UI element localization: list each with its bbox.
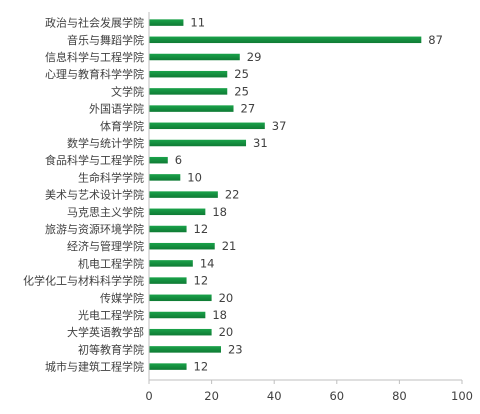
category-label: 生命科学学院 [78, 170, 144, 184]
data-label: 12 [194, 222, 209, 236]
bar [149, 208, 206, 216]
category-label: 信息科学与工程学院 [45, 50, 144, 64]
data-label: 11 [190, 16, 205, 30]
data-label: 14 [200, 256, 215, 270]
bar [149, 53, 240, 61]
data-label: 25 [234, 67, 249, 81]
bar [149, 277, 187, 284]
data-label: 12 [194, 360, 209, 374]
bar [149, 36, 422, 44]
category-label: 体育学院 [100, 119, 144, 133]
bar [149, 19, 184, 26]
category-label: 初等教育学院 [78, 342, 144, 356]
data-label: 18 [212, 308, 227, 322]
bar [149, 225, 187, 233]
data-label: 20 [219, 325, 234, 339]
data-label: 25 [234, 84, 249, 98]
bar [149, 70, 228, 78]
data-label: 37 [272, 119, 287, 133]
bar [149, 242, 215, 250]
bar [149, 363, 187, 370]
category-label: 数学与统计学院 [67, 136, 144, 150]
category-label: 美术与艺术设计学院 [45, 188, 144, 202]
x-tick-label: 0 [145, 389, 152, 403]
bar [149, 88, 228, 95]
data-label: 18 [212, 205, 227, 219]
data-label: 10 [187, 170, 202, 184]
bar [149, 139, 247, 147]
data-label: 22 [225, 188, 240, 202]
data-label: 23 [228, 342, 243, 356]
category-label: 马克思主义学院 [67, 205, 144, 219]
bar [149, 122, 265, 130]
bar [149, 294, 212, 302]
data-label: 87 [428, 33, 443, 47]
category-label: 经济与管理学院 [67, 239, 144, 253]
bar [149, 346, 221, 353]
x-tick-label: 20 [204, 389, 219, 403]
category-label: 传媒学院 [100, 291, 144, 305]
data-label: 31 [253, 136, 268, 150]
data-label: 20 [219, 291, 234, 305]
category-label: 大学英语教学部 [67, 325, 144, 339]
category-label: 文学院 [111, 84, 144, 98]
category-label: 机电工程学院 [78, 256, 144, 270]
category-label: 食品科学与工程学院 [45, 153, 144, 167]
bar [149, 174, 181, 181]
bar [149, 311, 206, 319]
data-label: 12 [194, 274, 209, 288]
data-label: 29 [247, 50, 262, 64]
category-label: 外国语学院 [89, 102, 144, 116]
category-label: 音乐与舞蹈学院 [67, 33, 144, 47]
x-tick-label: 100 [451, 389, 473, 403]
category-label: 心理与教育科学学院 [45, 67, 144, 81]
data-label: 27 [241, 102, 256, 116]
bar [149, 328, 212, 336]
x-tick-label: 60 [329, 389, 344, 403]
bar [149, 191, 218, 198]
category-label: 光电工程学院 [78, 308, 144, 322]
x-tick-label: 40 [267, 389, 282, 403]
bar [149, 156, 168, 164]
bar [149, 260, 193, 267]
category-label: 城市与建筑工程学院 [45, 360, 144, 374]
data-label: 6 [175, 153, 182, 167]
plot-area: 政治与社会发展学院 11 音乐与舞蹈学院 87 信息科学与工程学院 29 心理与教育科学学院… [23, 12, 473, 403]
x-tick-label: 80 [392, 389, 407, 403]
category-label: 化学化工与材料科学学院 [23, 274, 144, 288]
category-label: 政治与社会发展学院 [45, 16, 144, 30]
category-label: 旅游与资源环境学院 [45, 222, 144, 236]
bar [149, 105, 234, 112]
data-label: 21 [222, 239, 237, 253]
